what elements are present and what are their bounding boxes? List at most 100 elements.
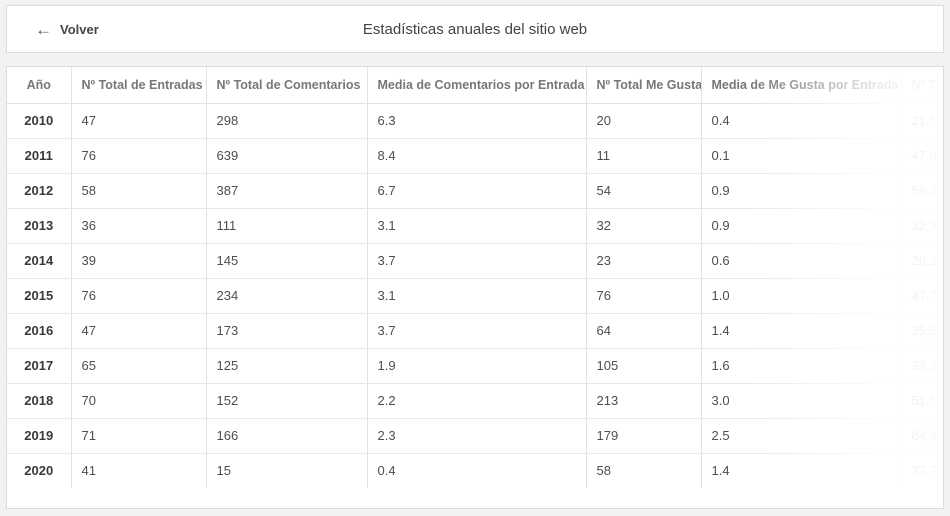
cell-ano: 2011 bbox=[7, 138, 71, 174]
cell-media-comentarios: 3.1 bbox=[366, 208, 586, 244]
cell-total-comentarios: 111 bbox=[205, 208, 367, 244]
page-title: Estadísticas anuales del sitio web bbox=[362, 20, 588, 38]
cell-ano: 2014 bbox=[7, 243, 71, 279]
cell-media-comentarios: 8.4 bbox=[366, 138, 586, 174]
cell-media-me-gusta: 2.5 bbox=[700, 418, 901, 454]
cell-total-entradas: 47 bbox=[70, 103, 206, 139]
cell-ano: 2015 bbox=[7, 278, 71, 314]
cell-total-me-gusta: 11 bbox=[585, 138, 701, 174]
cell-cortada: 47,9 bbox=[900, 138, 943, 174]
cell-total-me-gusta: 213 bbox=[585, 383, 701, 419]
cell-total-entradas: 65 bbox=[70, 348, 206, 384]
col-header-total-comentarios: Nº Total de Comentarios bbox=[205, 67, 367, 104]
cell-cortada: 35,5 bbox=[900, 313, 943, 349]
table-row: 2020 41 15 0.4 58 1.4 37,7 bbox=[7, 453, 943, 488]
cell-ano: 2018 bbox=[7, 383, 71, 419]
cell-total-me-gusta: 76 bbox=[585, 278, 701, 314]
cell-total-me-gusta: 58 bbox=[585, 453, 701, 488]
cell-total-comentarios: 639 bbox=[205, 138, 367, 174]
cell-total-entradas: 76 bbox=[70, 138, 206, 174]
cell-ano: 2019 bbox=[7, 418, 71, 454]
cell-total-me-gusta: 179 bbox=[585, 418, 701, 454]
cell-total-me-gusta: 20 bbox=[585, 103, 701, 139]
cell-total-entradas: 58 bbox=[70, 173, 206, 209]
cell-total-me-gusta: 54 bbox=[585, 173, 701, 209]
cell-media-me-gusta: 1.6 bbox=[700, 348, 901, 384]
col-header-total-entradas: Nº Total de Entradas bbox=[70, 67, 206, 104]
cell-total-entradas: 39 bbox=[70, 243, 206, 279]
cell-cortada: 32,3 bbox=[900, 208, 943, 244]
cell-media-me-gusta: 1.4 bbox=[700, 313, 901, 349]
cell-cortada: 37,7 bbox=[900, 453, 943, 488]
cell-ano: 2013 bbox=[7, 208, 71, 244]
cell-ano: 2012 bbox=[7, 173, 71, 209]
cell-ano: 2016 bbox=[7, 313, 71, 349]
cell-total-comentarios: 298 bbox=[205, 103, 367, 139]
cell-total-comentarios: 145 bbox=[205, 243, 367, 279]
cell-total-entradas: 71 bbox=[70, 418, 206, 454]
cell-media-comentarios: 6.3 bbox=[366, 103, 586, 139]
back-button-label: Volver bbox=[60, 21, 99, 37]
cell-total-entradas: 36 bbox=[70, 208, 206, 244]
table-header-row: Año Nº Total de Entradas Nº Total de Com… bbox=[7, 67, 943, 104]
cell-ano: 2017 bbox=[7, 348, 71, 384]
cell-media-me-gusta: 1.0 bbox=[700, 278, 901, 314]
cell-total-me-gusta: 105 bbox=[585, 348, 701, 384]
table-row: 2015 76 234 3.1 76 1.0 47,7 bbox=[7, 278, 943, 314]
cell-cortada: 21,5 bbox=[900, 103, 943, 139]
cell-cortada: 37,3 bbox=[900, 348, 943, 384]
stats-table-card: Año Nº Total de Entradas Nº Total de Com… bbox=[6, 66, 944, 509]
cell-total-me-gusta: 32 bbox=[585, 208, 701, 244]
cell-total-entradas: 70 bbox=[70, 383, 206, 419]
cell-total-comentarios: 152 bbox=[205, 383, 367, 419]
table-row: 2010 47 298 6.3 20 0.4 21,5 bbox=[7, 103, 943, 139]
table-row: 2017 65 125 1.9 105 1.6 37,3 bbox=[7, 348, 943, 384]
cell-total-comentarios: 234 bbox=[205, 278, 367, 314]
table-row: 2011 76 639 8.4 11 0.1 47,9 bbox=[7, 138, 943, 174]
cell-media-me-gusta: 0.1 bbox=[700, 138, 901, 174]
annual-stats-table: Año Nº Total de Entradas Nº Total de Com… bbox=[7, 67, 943, 488]
app-topbar: ← Volver Estadísticas anuales del sitio … bbox=[6, 5, 944, 53]
cell-ano: 2020 bbox=[24, 463, 54, 479]
col-header-cortada: Nº T bbox=[900, 67, 943, 104]
cell-media-me-gusta: 0.9 bbox=[700, 173, 901, 209]
cell-media-comentarios: 2.2 bbox=[366, 383, 586, 419]
cell-media-me-gusta: 0.6 bbox=[700, 243, 901, 279]
cell-cortada: 28,2 bbox=[900, 243, 943, 279]
cell-cortada: 51,5 bbox=[900, 383, 943, 419]
col-header-ano: Año bbox=[7, 67, 71, 104]
cell-total-entradas: 76 bbox=[70, 278, 206, 314]
col-header-media-me-gusta: Media de Me Gusta por Entrada bbox=[700, 67, 901, 104]
cell-ano: 2010 bbox=[7, 103, 71, 139]
col-header-media-comentarios: Media de Comentarios por Entrada bbox=[366, 67, 586, 104]
cell-media-comentarios: 0.4 bbox=[366, 453, 586, 488]
cell-total-comentarios: 166 bbox=[205, 418, 367, 454]
cell-total-entradas: 47 bbox=[70, 313, 206, 349]
cell-media-me-gusta: 0.4 bbox=[700, 103, 901, 139]
cell-total-comentarios: 387 bbox=[205, 173, 367, 209]
cell-total-comentarios: 173 bbox=[205, 313, 367, 349]
cell-cortada: 56,3 bbox=[900, 173, 943, 209]
cell-media-me-gusta: 0.9 bbox=[700, 208, 901, 244]
cell-cortada: 47,7 bbox=[900, 278, 943, 314]
cell-total-comentarios: 15 bbox=[205, 453, 367, 488]
table-row: 2019 71 166 2.3 179 2.5 64,3 bbox=[7, 418, 943, 454]
cell-media-comentarios: 3.7 bbox=[366, 313, 586, 349]
cell-media-comentarios: 3.1 bbox=[366, 278, 586, 314]
cell-media-comentarios: 2.3 bbox=[366, 418, 586, 454]
table-row: 2016 47 173 3.7 64 1.4 35,5 bbox=[7, 313, 943, 349]
cell-total-entradas: 41 bbox=[70, 453, 206, 488]
table-row: 2014 39 145 3.7 23 0.6 28,2 bbox=[7, 243, 943, 279]
table-row: 2013 36 111 3.1 32 0.9 32,3 bbox=[7, 208, 943, 244]
cell-total-me-gusta: 64 bbox=[585, 313, 701, 349]
cell-media-me-gusta: 3.0 bbox=[700, 383, 901, 419]
table-scroll-area[interactable]: Año Nº Total de Entradas Nº Total de Com… bbox=[7, 67, 943, 488]
cell-total-me-gusta: 23 bbox=[585, 243, 701, 279]
back-button[interactable]: ← Volver bbox=[35, 21, 99, 38]
cell-media-me-gusta: 1.4 bbox=[700, 453, 901, 488]
cell-media-comentarios: 6.7 bbox=[366, 173, 586, 209]
table-row: 2018 70 152 2.2 213 3.0 51,5 bbox=[7, 383, 943, 419]
cell-cortada: 64,3 bbox=[900, 418, 943, 454]
table-row: 2012 58 387 6.7 54 0.9 56,3 bbox=[7, 173, 943, 209]
cell-media-comentarios: 3.7 bbox=[366, 243, 586, 279]
